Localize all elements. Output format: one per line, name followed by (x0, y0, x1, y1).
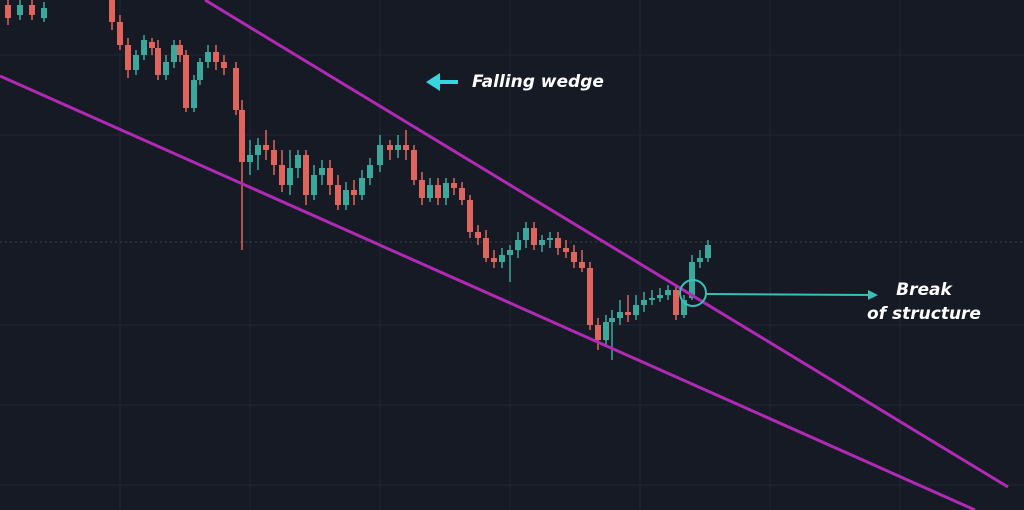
candle-body (673, 290, 679, 315)
candle-body (125, 45, 131, 70)
candle-body (335, 185, 341, 205)
candle-body (287, 168, 293, 185)
candle-body (625, 312, 631, 315)
candle-body (579, 262, 585, 268)
candle-body (197, 62, 203, 80)
candle-body (17, 5, 23, 15)
candle-body (109, 0, 115, 22)
candle-body (649, 298, 655, 300)
candle-body (255, 145, 261, 155)
breakout-arrow (706, 293, 871, 296)
candle-body (491, 258, 497, 262)
annotation: Break (896, 280, 953, 300)
candle-body (697, 258, 703, 262)
candle-body (221, 62, 227, 68)
candle-body (177, 45, 183, 55)
candle-body (263, 145, 269, 150)
candle-body (603, 322, 609, 340)
candle-body (41, 8, 47, 18)
candle-body (403, 145, 409, 150)
candle-body (117, 22, 123, 45)
title-arrowhead (426, 73, 440, 91)
candle-body (483, 238, 489, 258)
candle-body (367, 165, 373, 178)
breakout-arrowhead (868, 290, 878, 300)
candle-body (247, 155, 253, 162)
candle-body (595, 325, 601, 340)
candle-body (665, 290, 671, 295)
candle-body (467, 200, 473, 232)
candle-body (233, 68, 239, 110)
candle-body (327, 168, 333, 185)
candle-body (303, 155, 309, 195)
candle-body (609, 318, 615, 322)
candle-body (191, 80, 197, 108)
candle-body (155, 48, 161, 75)
candle-body (451, 183, 457, 188)
candle-body (359, 178, 365, 195)
candle-body (377, 145, 383, 165)
candle-body (133, 55, 139, 70)
candle-body (343, 190, 349, 205)
candle-body (531, 228, 537, 245)
candle-body (681, 300, 687, 315)
candle-body (633, 305, 639, 315)
candle-body (149, 42, 155, 48)
candle-body (141, 40, 147, 55)
candle-body (475, 232, 481, 238)
candle-body (563, 248, 569, 252)
candle-body (515, 240, 521, 250)
candle-body (311, 175, 317, 195)
candle-body (395, 145, 401, 150)
candle-body (271, 150, 277, 165)
candle-body (587, 268, 593, 325)
candle-body (411, 150, 417, 180)
candle-body (617, 312, 623, 318)
candle-body (239, 110, 245, 162)
candle-body (213, 52, 219, 62)
candle-body (499, 255, 505, 262)
candle-body (657, 295, 663, 298)
candle-body (555, 238, 561, 248)
wedge-upper-line (204, 0, 1009, 489)
candle-body (163, 62, 169, 75)
chart-title: Falling wedge (472, 72, 604, 92)
candle-body (419, 180, 425, 198)
candle-body (171, 45, 177, 62)
candle-body (295, 155, 301, 168)
candle-body (279, 165, 285, 185)
candle-body (523, 228, 529, 240)
candle-body (387, 145, 393, 150)
wedge-lower-line (0, 74, 976, 510)
candle-body (547, 238, 553, 240)
candle-body (5, 5, 11, 18)
candle-body (29, 5, 35, 15)
annotation: of structure (867, 304, 981, 324)
candle-body (427, 185, 433, 198)
candle-body (435, 185, 441, 198)
candle-body (459, 188, 465, 200)
candle-body (205, 52, 211, 62)
breakout-circle (679, 279, 707, 307)
candle-body (507, 250, 513, 255)
candle-body (443, 183, 449, 198)
candle-body (539, 240, 545, 245)
candle-body (705, 245, 711, 258)
candle-body (319, 168, 325, 175)
candle-body (351, 190, 357, 195)
candle-body (571, 252, 577, 262)
candle-body (183, 55, 189, 108)
candle-body (641, 300, 647, 305)
